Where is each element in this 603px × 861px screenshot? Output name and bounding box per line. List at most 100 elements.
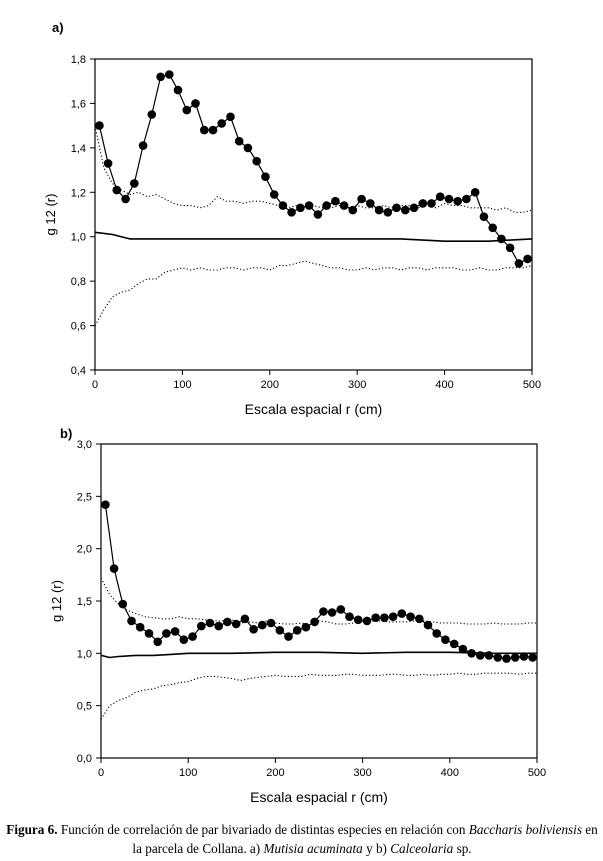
data-point — [292, 626, 302, 635]
plot-frame — [94, 58, 533, 371]
data-point — [234, 136, 244, 146]
data-point — [156, 72, 165, 82]
y-tick-label: 3,0 — [77, 439, 92, 451]
data-point — [401, 205, 410, 215]
data-point — [380, 613, 389, 622]
y-tick-label: 0,6 — [71, 321, 86, 333]
data-point — [296, 203, 305, 213]
series-line-upper-envelope — [94, 125, 533, 213]
series-line-expected — [94, 231, 533, 242]
y-tick-label: 1,0 — [71, 232, 86, 244]
data-point — [388, 612, 398, 621]
data-point — [249, 625, 258, 634]
data-point — [127, 616, 136, 626]
data-point — [462, 194, 471, 204]
y-axis-label: g 12 (r) — [49, 580, 64, 622]
x-tick-label: 0 — [92, 379, 98, 391]
data-point — [191, 99, 200, 108]
chart-panel-a: a) 0 100 200 300 400 500 0,4 0,6 0,8 1,0 1,2 1,4 1,6 1… — [43, 20, 541, 417]
data-point — [188, 632, 197, 641]
data-point — [103, 159, 113, 168]
data-point — [144, 629, 154, 638]
data-point — [313, 210, 323, 219]
data-point — [327, 608, 337, 617]
data-point — [432, 629, 442, 638]
y-tick-label: 0,4 — [71, 365, 86, 377]
data-point — [357, 194, 366, 204]
y-tick-label: 1,6 — [71, 98, 86, 110]
data-point — [397, 609, 407, 618]
data-point — [208, 125, 218, 135]
data-point — [205, 618, 215, 628]
data-point — [130, 179, 139, 188]
data-point — [510, 653, 520, 662]
data-point — [371, 613, 381, 622]
data-point — [427, 199, 436, 208]
data-point — [162, 629, 171, 638]
series-line-upper-envelope — [100, 577, 537, 626]
x-tick-label: 300 — [348, 379, 366, 391]
data-point — [497, 234, 506, 244]
data-point — [502, 654, 511, 663]
plot-frame — [100, 443, 538, 759]
data-point — [449, 639, 459, 649]
data-point — [287, 208, 296, 217]
data-point — [423, 620, 433, 630]
data-point — [301, 622, 311, 632]
data-point — [366, 199, 375, 208]
y-tick-label: 1,4 — [71, 143, 86, 155]
y-tick-label: 0,8 — [71, 276, 86, 288]
data-point — [418, 199, 428, 208]
data-point — [147, 110, 157, 119]
data-point — [353, 615, 363, 625]
x-axis-label: Escala espacial r (cm) — [250, 789, 388, 805]
data-point — [182, 105, 192, 115]
data-point — [112, 185, 122, 195]
data-point — [322, 201, 331, 210]
data-point — [135, 622, 145, 632]
caption-species-a: Mutisia acuminata — [263, 841, 363, 856]
data-point — [493, 653, 503, 662]
caption-species-b: Calceolaria — [390, 841, 454, 856]
data-point — [362, 616, 372, 626]
data-point — [231, 619, 241, 629]
y-tick-label: 1,8 — [71, 54, 86, 66]
data-point — [441, 635, 450, 644]
data-point — [240, 614, 250, 624]
data-point — [528, 653, 537, 662]
panel-label: a) — [52, 20, 64, 35]
y-tick-label: 2,0 — [77, 544, 92, 556]
x-tick-label: 300 — [353, 767, 371, 779]
data-point — [331, 196, 340, 206]
data-point — [269, 190, 279, 199]
data-point — [339, 201, 349, 210]
data-point — [214, 621, 223, 631]
panel-label: b) — [60, 426, 72, 441]
y-tick-label: 1,2 — [71, 187, 86, 199]
series-line-lower-envelope — [94, 260, 533, 326]
data-point — [458, 644, 468, 654]
data-point — [179, 635, 189, 644]
data-point — [310, 617, 319, 627]
caption-text-2: en la parcela de Collana. a) — [132, 822, 598, 856]
data-point — [479, 212, 489, 221]
data-point — [121, 194, 130, 204]
data-point — [261, 172, 270, 181]
data-point — [138, 141, 148, 150]
data-point — [519, 652, 529, 661]
data-point — [278, 201, 288, 210]
x-axis-label: Escala espacial r (cm) — [245, 401, 383, 417]
data-point — [488, 223, 498, 233]
data-point — [226, 112, 235, 122]
data-point — [118, 599, 128, 609]
data-point — [153, 637, 162, 647]
data-point — [101, 500, 110, 510]
data-point — [374, 205, 384, 215]
series-line-lower-envelope — [100, 672, 537, 720]
x-tick-label: 400 — [441, 767, 459, 779]
data-point — [252, 156, 261, 166]
chart-panel-b: b) 0 100 200 300 400 500 0,0 0,5 1,0 1,5 2,0 2,5 3,0 E… — [49, 426, 546, 805]
data-point — [304, 201, 314, 210]
data-point — [523, 254, 532, 264]
